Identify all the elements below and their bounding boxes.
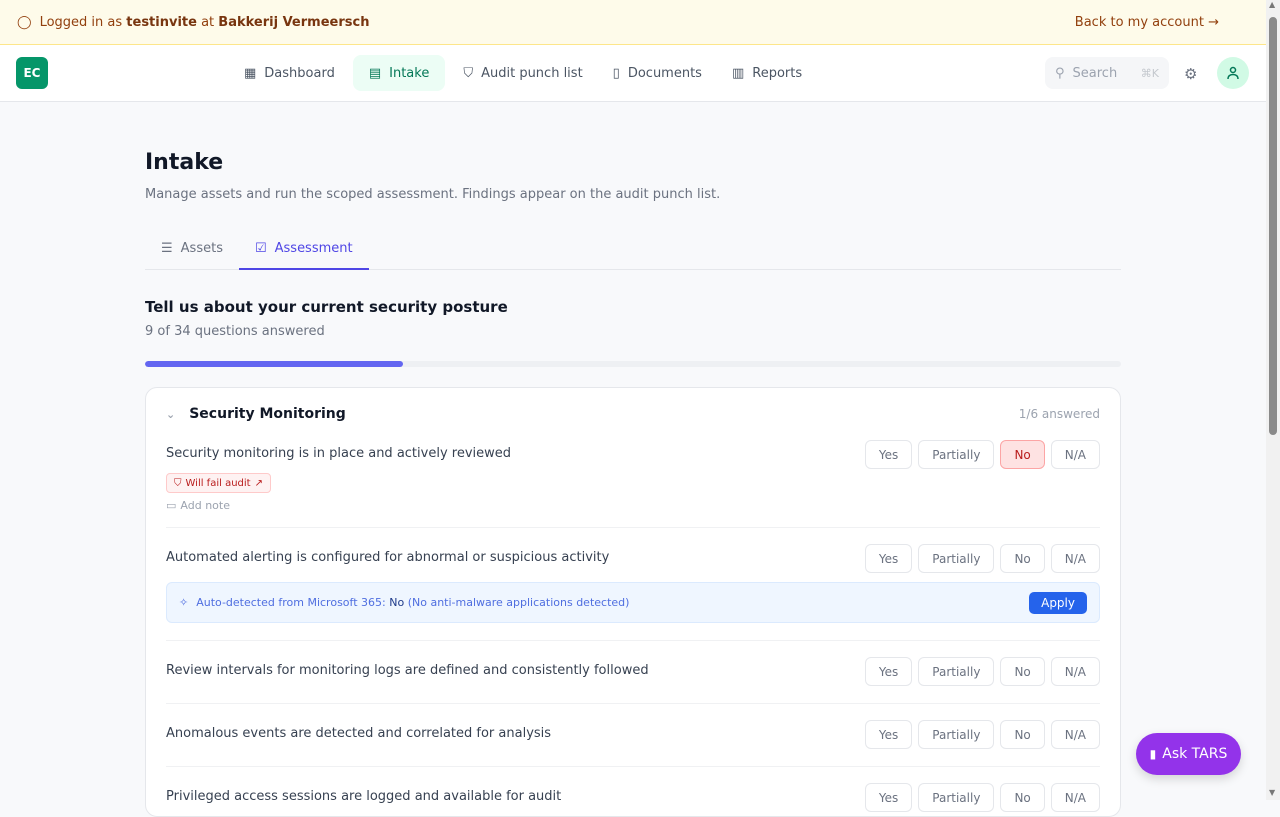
answer-yes-button[interactable]: Yes xyxy=(864,544,913,573)
top-nav: EC ▦ Dashboard ▤ Intake ⛉ Audit punch list ▯ Do… xyxy=(0,45,1266,102)
main-content: Intake Manage assets and run the scoped … xyxy=(145,150,1121,817)
arrow-right-icon: → xyxy=(1208,14,1219,30)
logo[interactable]: EC xyxy=(16,57,48,89)
search-input[interactable]: ⚲ Search ⌘K xyxy=(1045,57,1169,89)
answer-partially-button[interactable]: Partially xyxy=(918,720,995,749)
progress-bar xyxy=(145,361,1121,367)
question-text: Review intervals for monitoring logs are… xyxy=(166,663,649,678)
progress-fill xyxy=(145,361,404,367)
answer-no-button[interactable]: No xyxy=(1000,657,1045,686)
tab-assessment[interactable]: ☑ Assessment xyxy=(238,228,369,270)
question-text: Privileged access sessions are logged an… xyxy=(166,789,562,804)
clipboard-check-icon: ☑ xyxy=(254,240,267,256)
back-to-account-link[interactable]: Back to my account → xyxy=(1074,14,1219,30)
section-card: ⌄ Security Monitoring 1/6 answered Secur… xyxy=(145,387,1121,817)
question-text: Automated alerting is configured for abn… xyxy=(166,550,610,565)
report-icon: ▥ xyxy=(731,65,745,81)
answer-partially-button[interactable]: Partially xyxy=(918,440,995,469)
answer-na-button[interactable]: N/A xyxy=(1050,544,1100,573)
answer-yes-button[interactable]: Yes xyxy=(864,720,913,749)
answer-yes-button[interactable]: Yes xyxy=(864,657,913,686)
question-row: Security monitoring is in place and acti… xyxy=(166,440,1100,528)
layers-icon: ☰ xyxy=(161,241,173,256)
nav-documents[interactable]: ▯ Documents xyxy=(612,65,702,81)
chevron-down-icon[interactable]: ⌄ xyxy=(166,407,176,421)
nav-reports[interactable]: ▥ Reports xyxy=(731,65,803,81)
clipboard-icon: ▤ xyxy=(368,65,382,81)
question-row: Review intervals for monitoring logs are… xyxy=(166,641,1100,704)
add-note-button[interactable]: ▭ Add note xyxy=(166,499,230,512)
answer-no-button[interactable]: No xyxy=(1000,544,1045,573)
answer-na-button[interactable]: N/A xyxy=(1050,720,1100,749)
nav-dashboard[interactable]: ▦ Dashboard xyxy=(244,65,335,81)
shield-check-icon: ⛉ xyxy=(463,65,474,81)
answer-na-button[interactable]: N/A xyxy=(1050,440,1100,469)
question-row: Privileged access sessions are logged an… xyxy=(166,767,1100,816)
answer-yes-button[interactable]: Yes xyxy=(864,440,913,469)
search-icon: ⚲ xyxy=(1055,65,1065,81)
answer-na-button[interactable]: N/A xyxy=(1050,783,1100,812)
comment-icon: ▭ xyxy=(166,499,177,512)
avatar[interactable] xyxy=(1217,57,1249,89)
auto-detected-banner: ✧ Auto-detected from Microsoft 365: No (N… xyxy=(166,582,1100,623)
ask-tars-button[interactable]: ▮ Ask TARS xyxy=(1136,733,1241,775)
apply-button[interactable]: Apply xyxy=(1029,591,1087,614)
sparkles-icon: ✧ xyxy=(179,596,189,609)
answer-partially-button[interactable]: Partially xyxy=(918,544,995,573)
tab-assets[interactable]: ☰ Assets xyxy=(161,241,223,256)
robot-icon: ▮ xyxy=(1149,747,1157,761)
nav-intake[interactable]: ▤ Intake xyxy=(352,55,446,91)
question-row: Anomalous events are detected and correl… xyxy=(166,704,1100,767)
answer-no-button[interactable]: No xyxy=(1000,783,1045,812)
nav-audit-punch-list[interactable]: ⛉ Audit punch list xyxy=(463,65,583,81)
answered-count: 9 of 34 questions answered xyxy=(145,324,325,339)
page-subtitle: Manage assets and run the scoped assessm… xyxy=(145,187,721,202)
external-link-icon: ↗ xyxy=(254,477,263,489)
gear-icon[interactable]: ⚙ xyxy=(1184,65,1198,83)
grid-icon: ▦ xyxy=(244,65,257,81)
shield-alert-icon: ⛉ xyxy=(174,477,182,489)
will-fail-audit-badge[interactable]: ⛉ Will fail audit ↗ xyxy=(166,473,271,493)
answer-no-button[interactable]: No xyxy=(1000,440,1045,469)
book-icon: ▯ xyxy=(612,65,620,81)
section-heading: Tell us about your current security post… xyxy=(145,298,508,316)
tabs: ☰ Assets ☑ Assessment xyxy=(145,228,1121,270)
answer-na-button[interactable]: N/A xyxy=(1050,657,1100,686)
question-text: Anomalous events are detected and correl… xyxy=(166,726,552,741)
answer-partially-button[interactable]: Partially xyxy=(918,657,995,686)
scrollbar[interactable]: ▲ ▼ xyxy=(1266,0,1280,800)
answer-no-button[interactable]: No xyxy=(1000,720,1045,749)
answer-yes-button[interactable]: Yes xyxy=(864,783,913,812)
impersonation-banner: ◯ Logged in as testinvite at Bakkerij Ve… xyxy=(0,0,1266,45)
user-icon: ◯ xyxy=(17,14,32,30)
question-text: Security monitoring is in place and acti… xyxy=(166,446,512,461)
answer-partially-button[interactable]: Partially xyxy=(918,783,995,812)
section-header[interactable]: ⌄ Security Monitoring 1/6 answered xyxy=(166,406,1100,422)
page-title: Intake xyxy=(145,150,224,175)
question-row: Automated alerting is configured for abn… xyxy=(166,528,1100,641)
